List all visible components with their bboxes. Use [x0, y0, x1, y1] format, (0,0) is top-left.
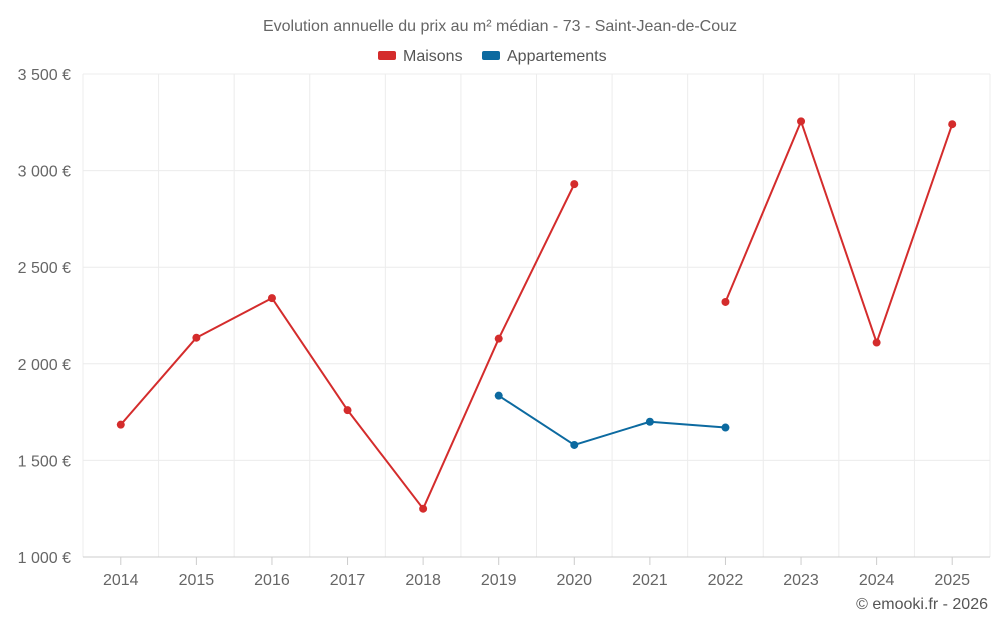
x-tick-label: 2018	[405, 572, 441, 589]
x-tick-label: 2016	[254, 572, 290, 589]
data-point-appartements-2022[interactable]	[721, 423, 730, 432]
data-point-maisons-2020[interactable]	[570, 180, 579, 189]
legend: Maisons Appartements	[378, 48, 607, 65]
x-tick-label: 2022	[708, 572, 744, 589]
x-tick-label: 2020	[556, 572, 592, 589]
series-line-appartements	[498, 394, 726, 446]
y-tick-label: 3 000 €	[18, 164, 71, 181]
legend-label-maisons: Maisons	[403, 48, 463, 65]
data-point-appartements-2019[interactable]	[494, 391, 503, 400]
data-point-maisons-2022[interactable]	[721, 297, 730, 306]
x-gridlines	[82, 74, 991, 557]
legend-item-appartements[interactable]: Appartements	[482, 48, 607, 65]
x-axis-ticks: 2014 2015 2016 2017 2018 2019 2020 2021 2022 2023…	[103, 557, 970, 589]
x-tick-label: 2023	[783, 572, 819, 589]
x-tick-label: 2014	[103, 572, 139, 589]
series-line-maisons	[724, 120, 954, 344]
chart-title: Evolution annuelle du prix au m² médian …	[263, 18, 737, 35]
data-point-appartements-2021[interactable]	[645, 417, 654, 426]
series-maisons	[116, 117, 957, 513]
y-axis-ticks: 1 000 € 1 500 € 2 000 € 2 500 € 3 000 € 3 500…	[18, 67, 71, 567]
series-layer	[116, 117, 957, 513]
y-tick-label: 1 500 €	[18, 453, 71, 470]
x-tick-label: 2015	[179, 572, 215, 589]
data-point-maisons-2016[interactable]	[267, 294, 276, 303]
x-tick-label: 2024	[859, 572, 895, 589]
x-tick-label: 2019	[481, 572, 517, 589]
y-tick-label: 2 500 €	[18, 260, 71, 277]
legend-swatch-maisons	[378, 51, 396, 60]
x-tick-label: 2017	[330, 572, 366, 589]
x-tick-label: 2025	[934, 572, 970, 589]
data-point-maisons-2018[interactable]	[419, 504, 428, 513]
data-point-maisons-2023[interactable]	[797, 117, 806, 126]
credit-text: © emooki.fr - 2026	[856, 596, 988, 613]
y-tick-label: 2 000 €	[18, 357, 71, 374]
data-point-maisons-2014[interactable]	[116, 420, 125, 429]
data-point-maisons-2025[interactable]	[948, 120, 957, 129]
data-point-maisons-2019[interactable]	[494, 334, 503, 343]
x-tick-label: 2021	[632, 572, 668, 589]
legend-item-maisons[interactable]: Maisons	[378, 48, 463, 65]
legend-swatch-appartements	[482, 51, 500, 60]
series-appartements	[494, 391, 730, 449]
data-point-maisons-2015[interactable]	[192, 333, 201, 342]
y-tick-label: 3 500 €	[18, 67, 71, 84]
data-point-maisons-2024[interactable]	[872, 338, 881, 347]
data-point-maisons-2017[interactable]	[343, 406, 352, 415]
y-tick-label: 1 000 €	[18, 550, 71, 567]
legend-label-appartements: Appartements	[507, 48, 607, 65]
data-point-appartements-2020[interactable]	[570, 440, 579, 449]
